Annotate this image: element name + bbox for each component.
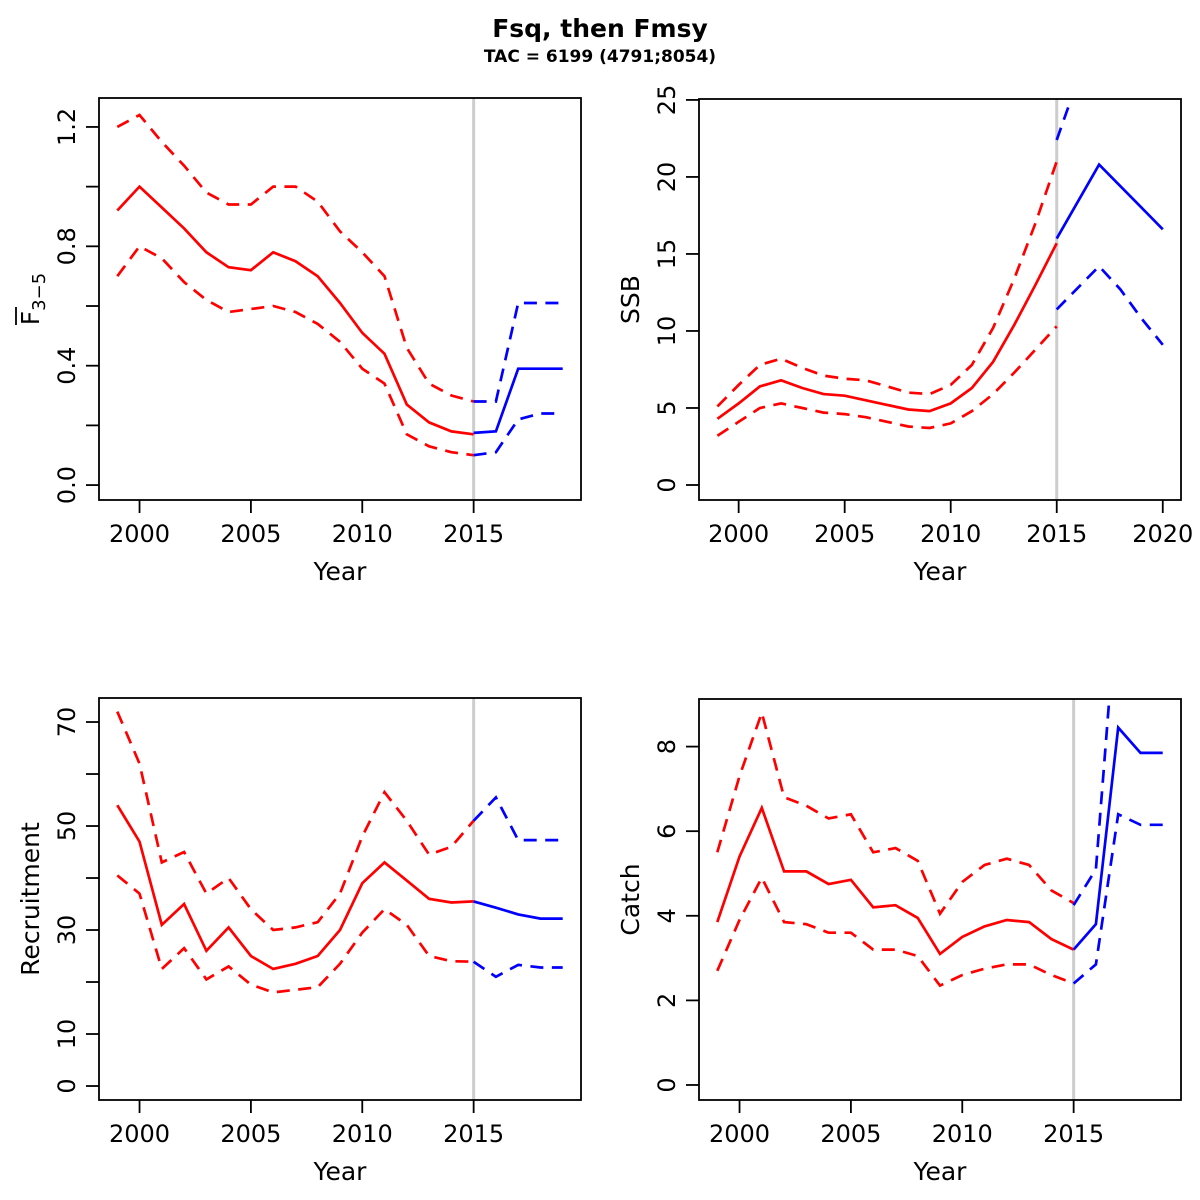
f-median-historical-line (116, 184, 474, 436)
recruitment-x-tick-label: 2000 (109, 1120, 170, 1148)
ssb-plot-frame (698, 98, 1182, 501)
catch-lower-ci-historical-line (716, 874, 1075, 988)
recruitment-lower-ci-projection-line (472, 960, 563, 979)
recruitment-lower-ci-historical-line (116, 874, 474, 994)
recruitment-y-tick-label: 0 (53, 1078, 81, 1093)
recruitment-plot-frame (98, 697, 582, 1101)
ssb-x-tick-label: 2020 (1132, 520, 1193, 548)
f-plot-frame (98, 97, 582, 501)
f-x-tick-label: 2015 (443, 520, 504, 548)
recruitment-median-historical-line (116, 804, 474, 971)
f-x-tick-label: 2005 (220, 520, 281, 548)
catch-median-historical-line (716, 804, 1075, 956)
ssb-y-tick-label: 5 (653, 400, 681, 415)
recruitment-upper-ci-projection-line (472, 795, 563, 842)
ssb-upper-ci-historical-line (716, 161, 1058, 408)
catch-median-projection-line (1072, 724, 1163, 951)
catch-upper-ci-projection-line (1072, 699, 1111, 906)
ssb-median-historical-line (716, 242, 1058, 420)
catch-x-tick-label: 2005 (820, 1120, 881, 1148)
catch-x-tick-label: 2000 (709, 1120, 770, 1148)
ssb-median-projection-line (1055, 162, 1164, 240)
ssb-lower-ci-historical-line (716, 325, 1058, 437)
f-y-tick-label: 1.2 (53, 108, 81, 146)
ssb-x-axis-title: Year (913, 557, 968, 586)
recruitment-upper-ci-historical-line (116, 711, 475, 932)
ssb-x-tick-label: 2000 (708, 520, 769, 548)
f-lower-ci-historical-line (116, 244, 474, 457)
catch-y-tick-label: 4 (653, 908, 681, 923)
f-y-tick-label: 0.8 (53, 227, 81, 265)
recruitment-y-tick-label: 50 (53, 811, 81, 842)
ssb-y-tick-label: 0 (653, 477, 681, 492)
ssb-y-tick-label: 10 (653, 316, 681, 347)
svg-text:SSB: SSB (616, 275, 645, 324)
svg-text:Recruitment: Recruitment (16, 822, 45, 976)
recruitment-y-tick-label: 70 (53, 707, 81, 738)
recruitment-x-axis-title: Year (313, 1157, 368, 1186)
recruitment-y-tick-label: 30 (53, 915, 81, 946)
recruitment-y-axis-title: Recruitment (16, 822, 45, 976)
ssb-lower-ci-projection-line (1055, 264, 1164, 346)
ssb-y-axis-title: SSB (616, 275, 645, 324)
catch-x-axis-title: Year (913, 1157, 968, 1186)
catch-y-axis-title: Catch (616, 863, 645, 935)
f-x-tick-label: 2000 (109, 520, 170, 548)
recruitment-x-tick-label: 2005 (220, 1120, 281, 1148)
f-upper-ci-historical-line (116, 113, 474, 403)
recruitment-panel: 2000 2005 2010 2015 0 10 30 50 70 Year Recruitment (16, 697, 582, 1186)
recruitment-x-tick-label: 2015 (443, 1120, 504, 1148)
catch-x-tick-label: 2010 (932, 1120, 993, 1148)
f-lower-ci-projection-line (473, 412, 563, 457)
f-panel: 2000 2005 2010 2015 0.0 0.4 0.8 1.2 Year F3−5 (15, 97, 582, 586)
recruitment-x-tick-label: 2010 (332, 1120, 393, 1148)
ssb-y-tick-label: 25 (653, 85, 681, 116)
catch-y-tick-label: 2 (653, 993, 681, 1008)
f-x-tick-label: 2010 (332, 520, 393, 548)
catch-plot-frame (698, 698, 1182, 1101)
f-x-axis-title: Year (313, 557, 368, 586)
catch-y-tick-label: 6 (653, 824, 681, 839)
svg-text:F3−5: F3−5 (16, 273, 50, 325)
plot-subtitle: TAC = 6199 (4791;8054) (483, 47, 717, 67)
f-y-tick-label: 0.4 (53, 347, 81, 385)
plot-title: Fsq, then Fmsy (492, 14, 708, 43)
f-median-projection-line (473, 367, 563, 435)
f-upper-ci-projection-line (473, 301, 563, 403)
ssb-upper-ci-projection-line (1055, 99, 1073, 141)
ssb-x-tick-label: 2005 (814, 520, 875, 548)
catch-y-tick-label: 0 (653, 1077, 681, 1092)
svg-text:Catch: Catch (616, 863, 645, 935)
catch-x-tick-label: 2015 (1043, 1120, 1104, 1148)
f-y-axis-title: F3−5 (15, 273, 50, 325)
f-y-tick-label: 0.0 (53, 466, 81, 504)
ssb-y-tick-label: 15 (653, 239, 681, 270)
ssb-panel: 2000 2005 2010 2015 2020 0 5 10 15 20 25 Year SSB (616, 85, 1193, 586)
ssb-y-tick-label: 20 (653, 162, 681, 193)
ssb-x-tick-label: 2010 (920, 520, 981, 548)
catch-y-tick-label: 8 (653, 739, 681, 754)
recruitment-median-projection-line (473, 900, 563, 920)
catch-panel: 2000 2005 2010 2015 0 2 4 6 8 Year Catch (616, 698, 1182, 1186)
ssb-x-tick-label: 2015 (1026, 520, 1087, 548)
catch-upper-ci-historical-line (716, 708, 1075, 917)
catch-lower-ci-projection-line (1072, 812, 1163, 985)
recruitment-y-tick-label: 10 (53, 1019, 81, 1050)
